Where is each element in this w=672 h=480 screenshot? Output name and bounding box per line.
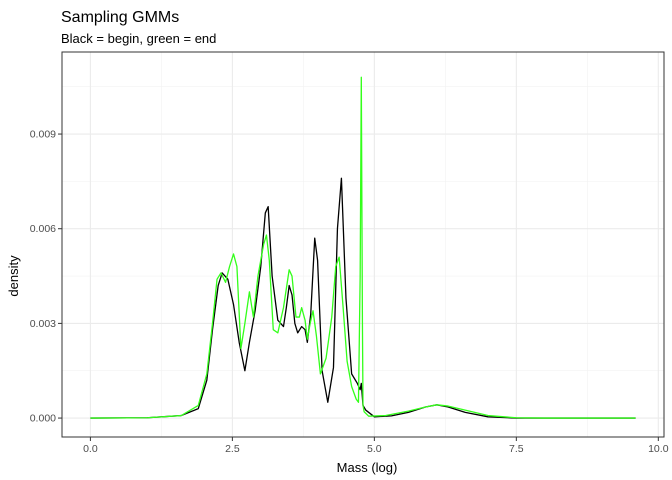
y-tick-label: 0.003: [30, 318, 56, 330]
series-line-1: [90, 177, 636, 419]
x-tick-label: 2.5: [225, 443, 240, 455]
series-line-2: [90, 76, 636, 419]
x-tick-label: 5.0: [367, 443, 382, 455]
plot-area: 0.0 2.5 5.0 7.5 10.0 0.000 0.003 0.006 0.009: [30, 51, 669, 455]
panel-border: [61, 51, 665, 438]
y-tick-label: 0.009: [30, 129, 56, 141]
y-axis-title: density: [6, 255, 21, 297]
x-tick-label: 0.0: [83, 443, 98, 455]
y-tick-label: 0.000: [30, 413, 56, 425]
chart-title: Sampling GMMs: [61, 9, 179, 26]
y-tick-label: 0.006: [30, 223, 56, 235]
chart-subtitle: Black = begin, green = end: [61, 31, 216, 46]
x-axis-title: Mass (log): [337, 460, 398, 475]
x-tick-label: 7.5: [509, 443, 524, 455]
x-tick-label: 10.0: [648, 443, 669, 455]
